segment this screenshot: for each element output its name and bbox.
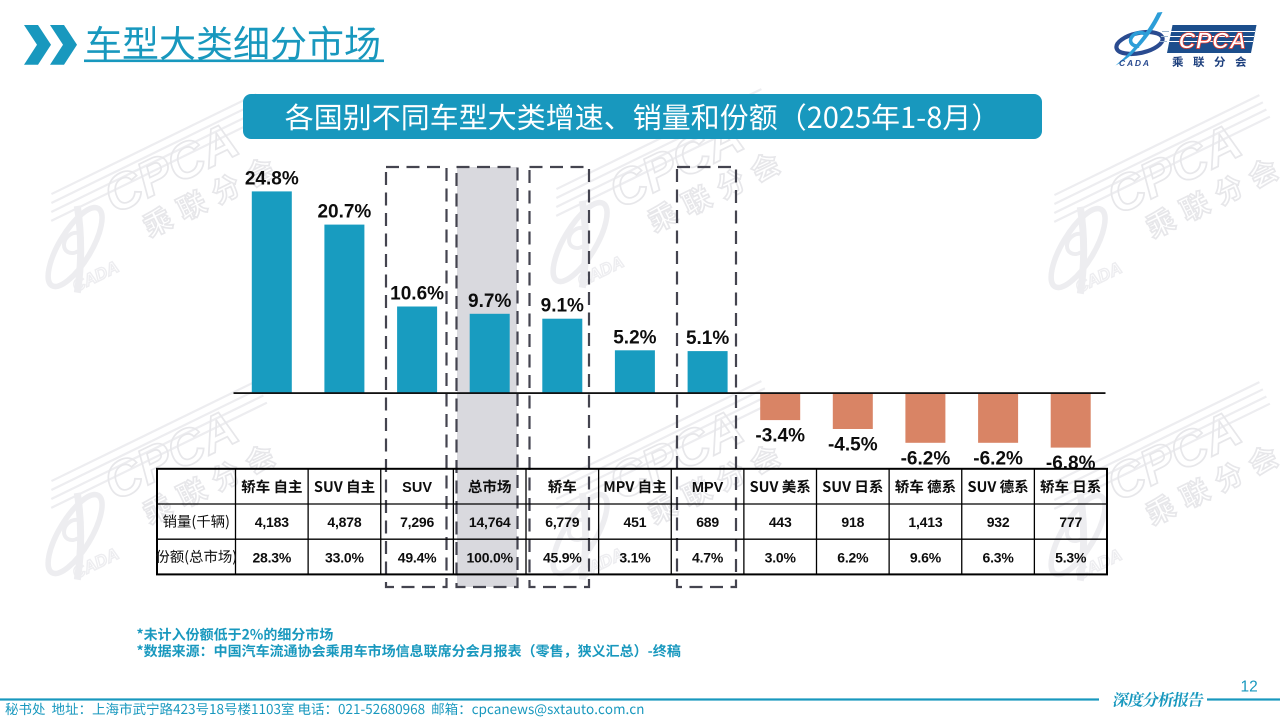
svg-text:CPCA: CPCA — [1179, 28, 1247, 54]
svg-text:12: 12 — [1241, 679, 1258, 696]
svg-text:-6.2%: -6.2% — [901, 448, 951, 469]
svg-text:1,413: 1,413 — [908, 514, 942, 530]
svg-text:20.7%: 20.7% — [317, 202, 371, 223]
svg-text:CADA: CADA — [1119, 58, 1151, 68]
svg-text:-6.8%: -6.8% — [1046, 453, 1096, 474]
svg-text:918: 918 — [841, 514, 864, 530]
svg-text:6.2%: 6.2% — [837, 549, 869, 565]
svg-text:28.3%: 28.3% — [252, 549, 291, 565]
svg-text:7,296: 7,296 — [400, 514, 434, 530]
svg-text:9.7%: 9.7% — [468, 291, 511, 312]
svg-text:9.6%: 9.6% — [910, 549, 942, 565]
svg-text:45.9%: 45.9% — [543, 549, 582, 565]
svg-text:3.1%: 3.1% — [619, 549, 651, 565]
svg-text:-4.5%: -4.5% — [828, 435, 878, 456]
svg-text:451: 451 — [624, 514, 647, 530]
svg-text:5.3%: 5.3% — [1055, 549, 1087, 565]
svg-text:14,764: 14,764 — [469, 514, 511, 530]
svg-text:MPV: MPV — [692, 480, 724, 496]
svg-text:932: 932 — [987, 514, 1010, 530]
svg-text:49.4%: 49.4% — [398, 549, 437, 565]
svg-text:9.1%: 9.1% — [541, 296, 584, 317]
svg-text:33.0%: 33.0% — [325, 549, 364, 565]
svg-text:-6.2%: -6.2% — [973, 448, 1023, 469]
svg-text:4,183: 4,183 — [255, 514, 289, 530]
svg-text:5.2%: 5.2% — [613, 327, 656, 348]
svg-text:4,878: 4,878 — [327, 514, 361, 530]
svg-text:10.6%: 10.6% — [390, 284, 444, 305]
svg-text:100.0%: 100.0% — [467, 549, 514, 565]
svg-text:3.0%: 3.0% — [765, 549, 797, 565]
svg-text:443: 443 — [769, 514, 792, 530]
svg-text:689: 689 — [696, 514, 719, 530]
svg-text:SUV: SUV — [402, 480, 432, 496]
svg-text:6,779: 6,779 — [545, 514, 579, 530]
svg-text:4.7%: 4.7% — [692, 549, 724, 565]
svg-text:5.1%: 5.1% — [686, 328, 729, 349]
svg-text:6.3%: 6.3% — [983, 549, 1015, 565]
svg-text:-3.4%: -3.4% — [755, 426, 805, 447]
svg-text:24.8%: 24.8% — [245, 168, 299, 189]
svg-text:777: 777 — [1059, 514, 1082, 530]
